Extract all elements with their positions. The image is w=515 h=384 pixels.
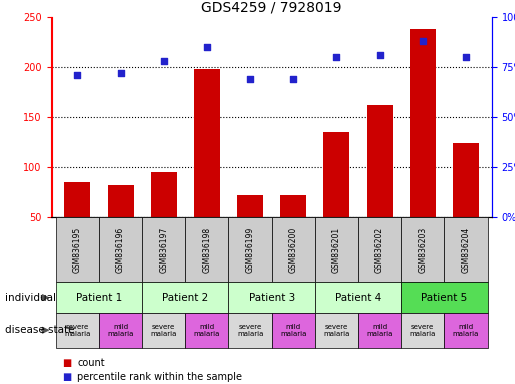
- Text: Patient 3: Patient 3: [249, 293, 295, 303]
- Title: GDS4259 / 7928019: GDS4259 / 7928019: [201, 1, 342, 15]
- Bar: [99, 217, 142, 282]
- Bar: [99, 313, 142, 348]
- Text: ■: ■: [62, 358, 71, 368]
- Text: ■: ■: [62, 372, 71, 382]
- Text: severe
malaria: severe malaria: [409, 324, 436, 337]
- Text: severe
malaria: severe malaria: [64, 324, 91, 337]
- Bar: [237, 195, 263, 267]
- Text: GSM836201: GSM836201: [332, 227, 341, 273]
- Bar: [367, 105, 392, 267]
- Text: Patient 2: Patient 2: [162, 293, 209, 303]
- Bar: [315, 313, 358, 348]
- Text: mild
malaria: mild malaria: [280, 324, 306, 337]
- Point: [375, 52, 384, 58]
- Text: mild
malaria: mild malaria: [366, 324, 393, 337]
- Bar: [358, 313, 401, 348]
- Bar: [229, 282, 315, 313]
- Bar: [444, 313, 488, 348]
- Text: GSM836199: GSM836199: [246, 227, 254, 273]
- Text: GSM836195: GSM836195: [73, 227, 82, 273]
- Text: Patient 5: Patient 5: [421, 293, 468, 303]
- Point: [160, 58, 168, 64]
- Bar: [194, 69, 220, 267]
- Point: [332, 54, 340, 60]
- Bar: [272, 217, 315, 282]
- Bar: [142, 217, 185, 282]
- Text: GSM836198: GSM836198: [202, 227, 212, 273]
- Text: GSM836197: GSM836197: [159, 227, 168, 273]
- Bar: [185, 313, 229, 348]
- Point: [116, 70, 125, 76]
- Text: GSM836200: GSM836200: [289, 227, 298, 273]
- Text: mild
malaria: mild malaria: [194, 324, 220, 337]
- Text: mild
malaria: mild malaria: [453, 324, 479, 337]
- Bar: [229, 313, 272, 348]
- Text: count: count: [77, 358, 105, 368]
- Bar: [151, 172, 177, 267]
- Bar: [56, 217, 99, 282]
- Bar: [453, 143, 479, 267]
- Text: GSM836204: GSM836204: [461, 227, 470, 273]
- Bar: [444, 217, 488, 282]
- Point: [289, 76, 297, 82]
- Text: disease state: disease state: [5, 325, 75, 335]
- Text: Patient 1: Patient 1: [76, 293, 122, 303]
- Text: Patient 4: Patient 4: [335, 293, 381, 303]
- Text: percentile rank within the sample: percentile rank within the sample: [77, 372, 242, 382]
- Text: GSM836202: GSM836202: [375, 227, 384, 273]
- Point: [462, 54, 470, 60]
- Bar: [315, 282, 401, 313]
- Text: GSM836203: GSM836203: [418, 227, 427, 273]
- Bar: [142, 313, 185, 348]
- Bar: [229, 217, 272, 282]
- Point: [419, 38, 427, 44]
- Bar: [272, 313, 315, 348]
- Bar: [401, 282, 488, 313]
- Text: GSM836196: GSM836196: [116, 227, 125, 273]
- Point: [73, 72, 81, 78]
- Bar: [108, 185, 133, 267]
- Bar: [185, 217, 229, 282]
- Bar: [280, 195, 306, 267]
- Text: mild
malaria: mild malaria: [108, 324, 134, 337]
- Bar: [56, 313, 99, 348]
- Bar: [142, 282, 229, 313]
- Bar: [56, 282, 142, 313]
- Text: severe
malaria: severe malaria: [237, 324, 263, 337]
- Text: individual: individual: [5, 293, 56, 303]
- Bar: [358, 217, 401, 282]
- Bar: [410, 29, 436, 267]
- Text: severe
malaria: severe malaria: [323, 324, 350, 337]
- Point: [246, 76, 254, 82]
- Bar: [323, 132, 349, 267]
- Point: [203, 44, 211, 50]
- Bar: [401, 313, 444, 348]
- Bar: [64, 182, 90, 267]
- Bar: [315, 217, 358, 282]
- Text: severe
malaria: severe malaria: [150, 324, 177, 337]
- Bar: [401, 217, 444, 282]
